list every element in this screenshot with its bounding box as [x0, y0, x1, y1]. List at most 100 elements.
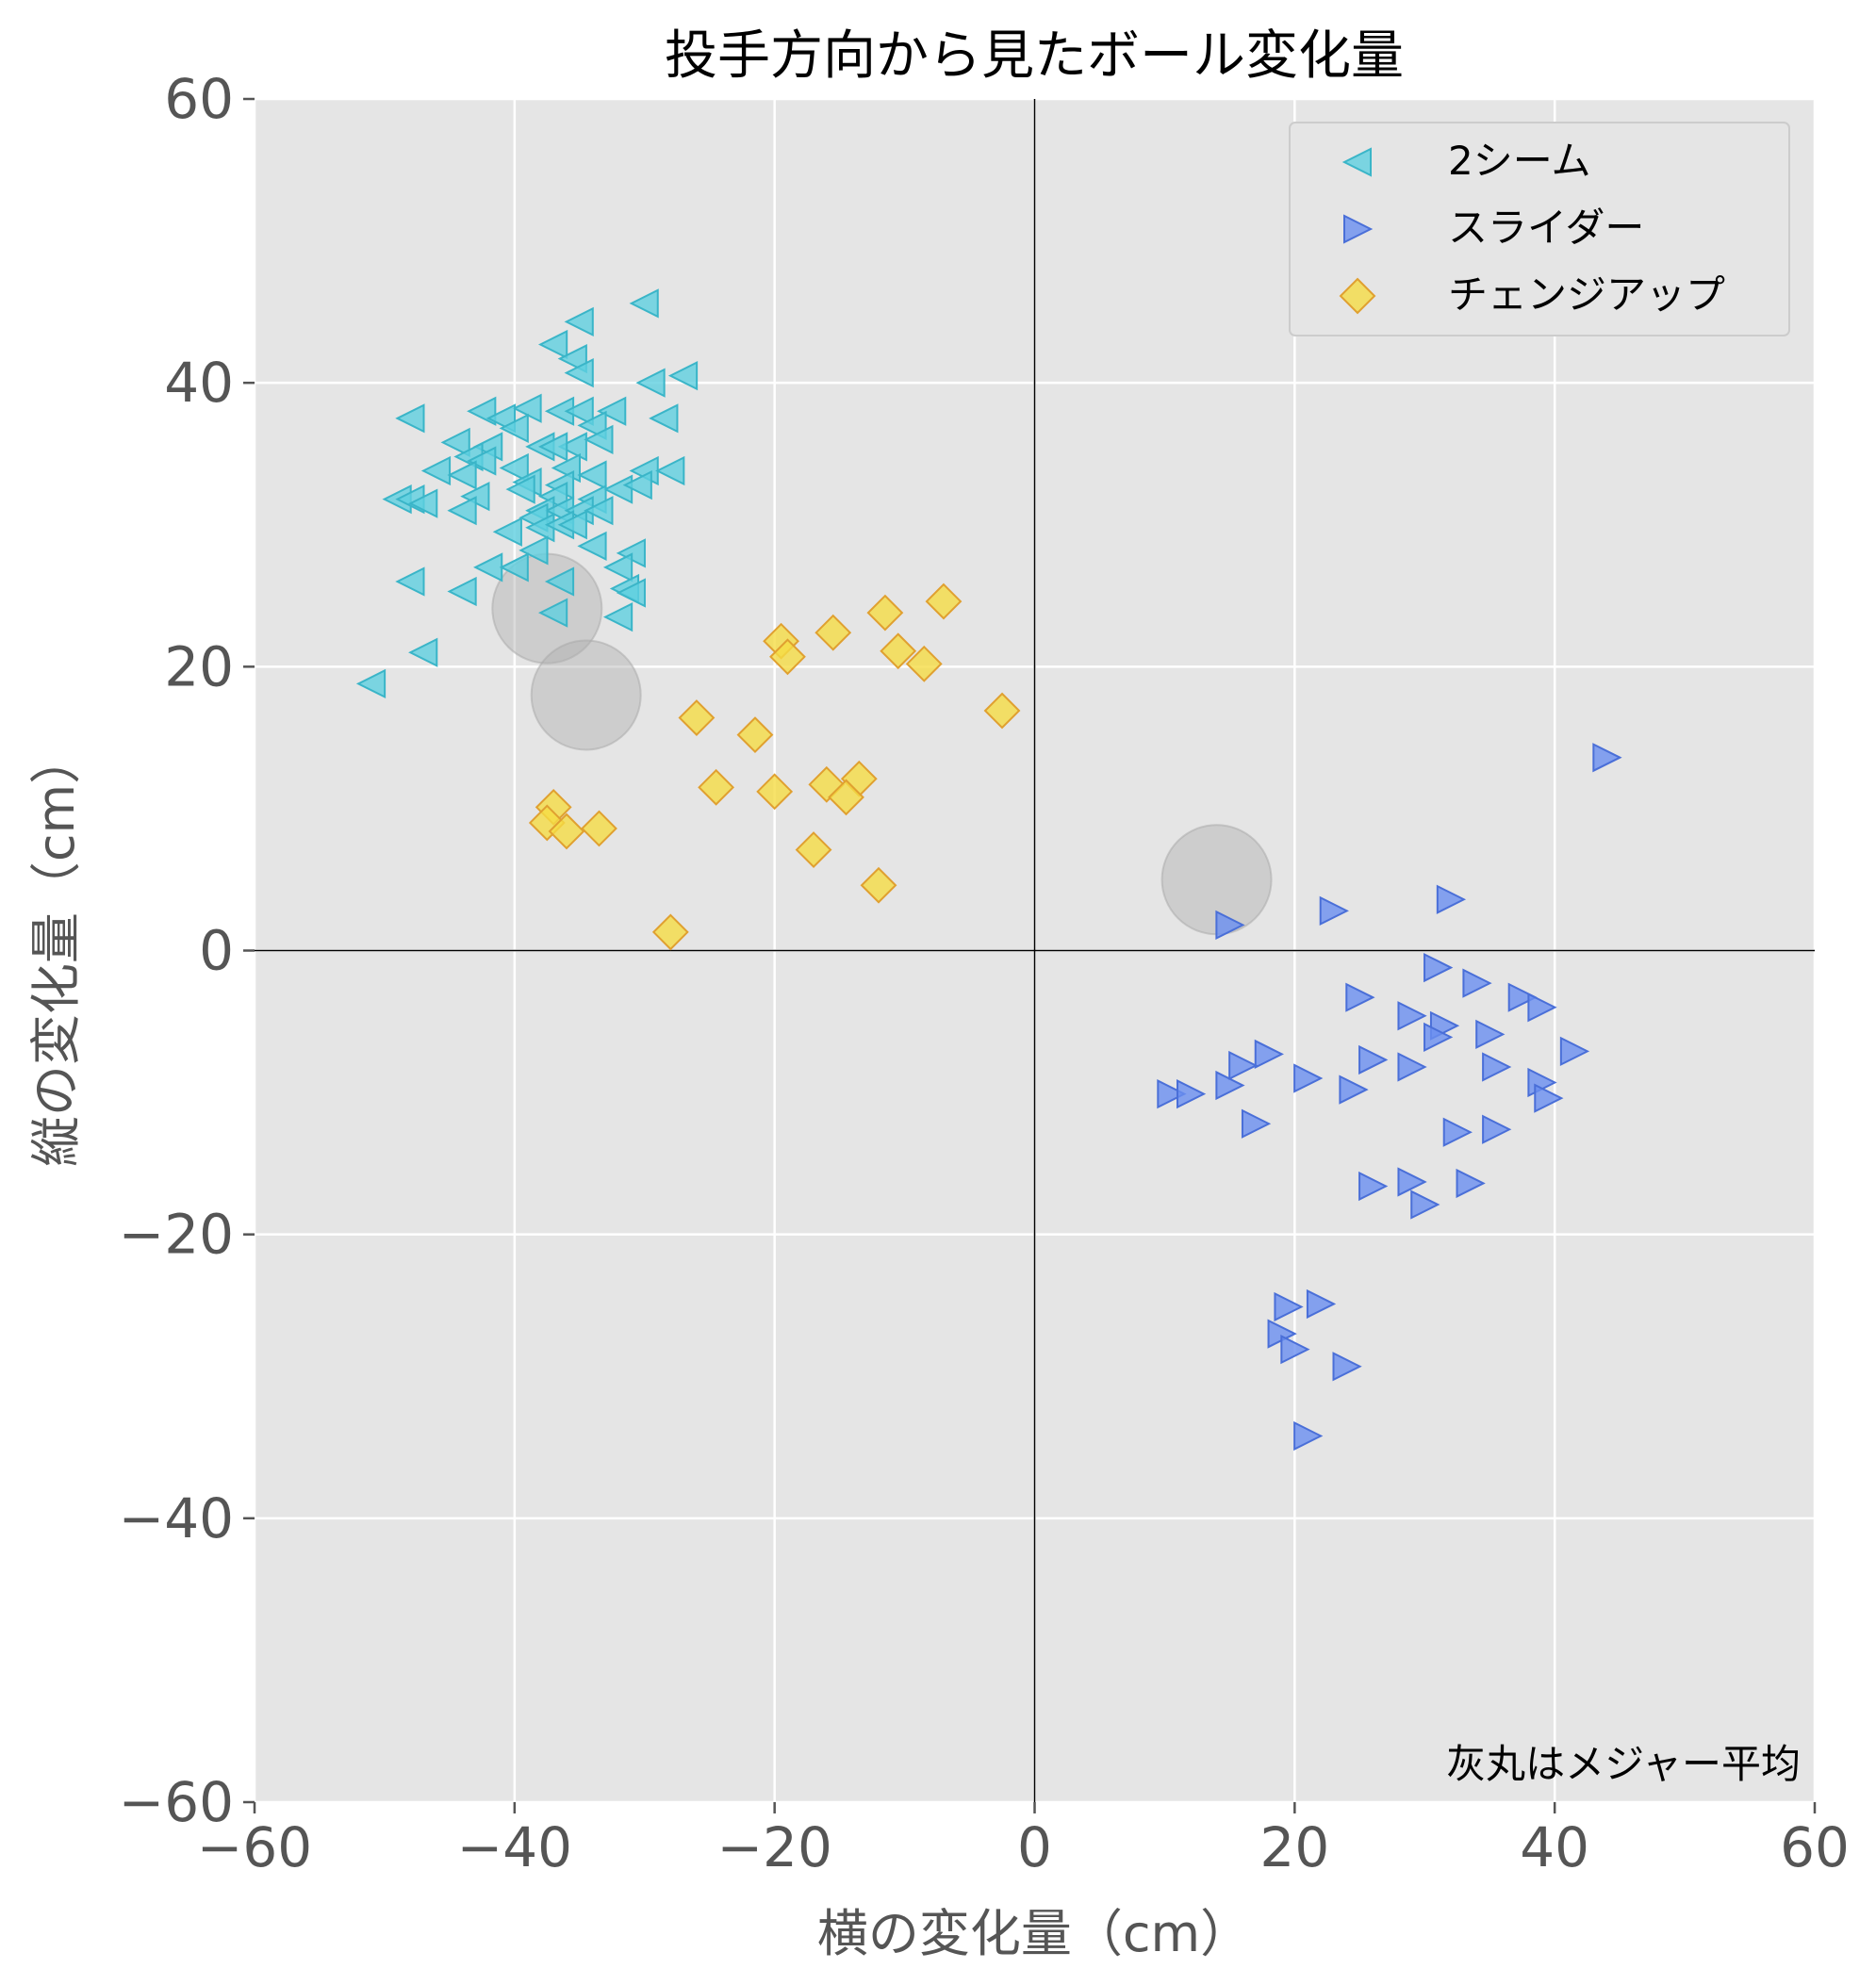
data-point-series-1 [1293, 1063, 1324, 1093]
data-point-series-0 [667, 361, 699, 391]
data-point-series-2 [925, 582, 963, 620]
data-point-series-0 [635, 368, 666, 398]
data-point-series-1 [1456, 1168, 1486, 1199]
data-point-series-1 [1423, 952, 1454, 983]
data-point-series-0 [447, 496, 477, 526]
y-tick-label: 0 [199, 919, 234, 983]
data-point-series-0 [395, 566, 425, 597]
data-point-series-1 [1482, 1114, 1512, 1144]
axis-ticks [243, 97, 1817, 1813]
legend-marker-triangle-left-icon [1341, 147, 1372, 177]
data-point-series-1 [1410, 1189, 1440, 1220]
data-point-series-0 [518, 535, 549, 566]
data-point-series-0 [492, 517, 522, 547]
x-tick-label: 60 [1780, 1815, 1850, 1879]
y-tick-label: −60 [119, 1770, 234, 1834]
data-point-series-2 [651, 913, 689, 951]
data-point-series-0 [537, 329, 568, 360]
annotation-note: 灰丸はメジャー平均 [1446, 1741, 1801, 1787]
data-point-series-0 [395, 403, 425, 434]
data-point-series-0 [655, 455, 685, 486]
data-point-series-0 [499, 413, 529, 443]
tick-labels: −60 −40 −20 0 20 40 60 −60 −40 −20 0 20 40 60 [119, 67, 1850, 1879]
y-axis-title: 縦の変化量（cm） [26, 733, 86, 1167]
y-tick-label: −40 [119, 1486, 234, 1550]
data-point-series-2 [678, 699, 716, 736]
data-point-series-1 [1423, 1022, 1454, 1052]
data-point-series-2 [983, 692, 1021, 730]
data-point-series-1 [1527, 992, 1557, 1023]
data-point-series-0 [577, 460, 607, 490]
x-tick-label: 0 [1017, 1815, 1052, 1879]
x-tick-label: −40 [457, 1815, 572, 1879]
data-point-series-2 [581, 810, 617, 847]
data-point-series-2 [698, 768, 735, 806]
data-point-series-0 [408, 637, 438, 667]
data-point-series-0 [577, 531, 607, 561]
data-point-series-0 [629, 288, 659, 319]
data-point-series-1 [1397, 1052, 1427, 1082]
data-point-series-1 [1241, 1108, 1272, 1139]
data-point-series-1 [1507, 982, 1538, 1012]
data-point-series-1 [1332, 1352, 1362, 1382]
legend-marker-shape [1339, 277, 1376, 315]
y-tick-label: −20 [119, 1203, 234, 1267]
zero-axis-lines [255, 99, 1815, 1802]
legend: 2シーム スライダー チェンジアップ [1289, 122, 1790, 336]
data-point-series-2 [548, 812, 585, 850]
data-point-series-0 [597, 396, 627, 426]
data-point-series-1 [1397, 1001, 1427, 1031]
legend-label-2seam: 2シーム [1448, 138, 1590, 184]
data-point-series-0 [616, 578, 646, 608]
x-axis-title: 横の変化量（cm） [817, 1904, 1251, 1963]
data-point-series-1 [1177, 1078, 1207, 1109]
data-point-series-1 [1228, 1050, 1259, 1081]
data-point-series-0 [649, 403, 679, 434]
legend-entry-changeup: チェンジアップ [1339, 271, 1725, 318]
legend-entry-slider: スライダー [1343, 205, 1644, 251]
data-point-series-0 [564, 396, 594, 426]
data-point-series-1 [1358, 1171, 1389, 1202]
data-point-series-1 [1339, 1075, 1369, 1105]
data-point-series-1 [1254, 1039, 1284, 1070]
league-average-circle [530, 639, 642, 751]
data-point-series-0 [602, 552, 634, 582]
data-point-series-0 [584, 424, 614, 455]
data-point-series-2 [866, 594, 904, 632]
data-point-series-1 [1358, 1044, 1389, 1075]
x-tick-label: −60 [197, 1815, 312, 1879]
data-point-series-2 [880, 632, 917, 670]
data-point-series-0 [505, 474, 535, 504]
data-point-series-2 [736, 716, 774, 754]
data-point-series-0 [467, 446, 497, 476]
data-point-series-0 [602, 602, 634, 632]
data-point-series-1 [1436, 884, 1467, 914]
data-point-series-1 [1319, 895, 1349, 926]
data-point-series-1 [1345, 982, 1375, 1012]
league-average-circles [491, 552, 1273, 936]
data-point-series-1 [1559, 1036, 1590, 1067]
legend-marker-shape [1341, 147, 1372, 177]
data-point-series-0 [420, 455, 452, 486]
data-point-series-0 [447, 460, 477, 490]
legend-marker-shape [1343, 214, 1374, 244]
data-point-series-0 [408, 488, 438, 518]
data-point-series-0 [557, 432, 587, 462]
data-point-series-1 [1215, 910, 1245, 941]
data-point-series-1 [1592, 743, 1622, 773]
data-point-series-1 [1442, 1117, 1473, 1147]
y-tick-label: 40 [164, 351, 234, 415]
data-point-series-1 [1397, 1167, 1427, 1197]
legend-entry-2seam: 2シーム [1341, 138, 1590, 184]
data-point-series-0 [584, 496, 614, 526]
data-point-series-1 [1482, 1052, 1512, 1082]
data-point-series-2 [769, 638, 806, 676]
data-point-series-1 [1274, 1291, 1304, 1322]
legend-marker-diamond-icon [1339, 277, 1376, 315]
data-point-series-0 [537, 432, 568, 462]
data-point-series-2 [815, 614, 852, 651]
data-point-series-2 [860, 866, 897, 904]
data-point-series-1 [1280, 1335, 1310, 1365]
data-point-series-0 [622, 469, 652, 500]
